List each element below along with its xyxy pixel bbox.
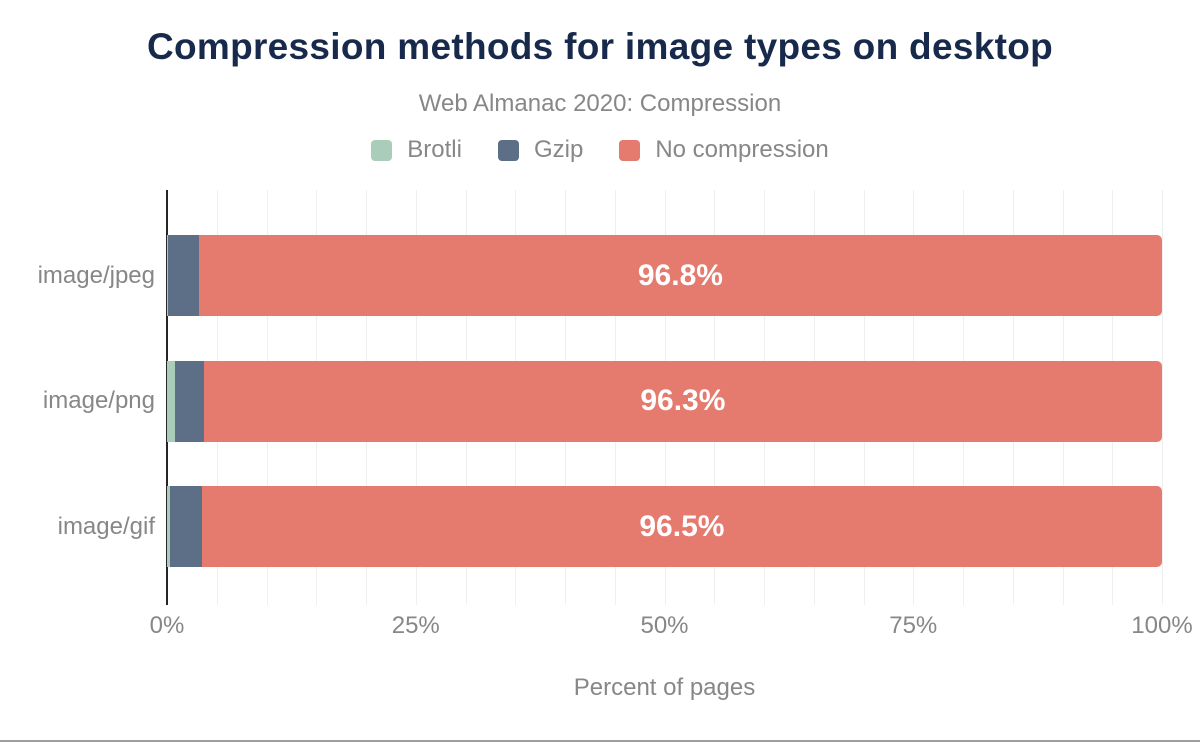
bar-segment-no-compression[interactable]: 96.5%: [201, 486, 1162, 567]
bar-segment-no-compression[interactable]: 96.3%: [203, 360, 1162, 442]
chart-title: Compression methods for image types on d…: [146, 26, 1054, 67]
bar-segment-brotli[interactable]: [167, 360, 175, 442]
x-tick-label: 25%: [391, 612, 440, 639]
bar-segment-brotli[interactable]: [167, 235, 168, 316]
category-label-image-png: image/png: [42, 387, 155, 414]
bar-segment-gzip[interactable]: [169, 486, 202, 567]
bar-value-label: 96.8%: [637, 258, 723, 292]
stacked-bar-image-gif: 96.5%: [167, 486, 1162, 567]
bar-value-label: 96.3%: [640, 384, 726, 417]
plot-area: 96.8% 96.3% 96.5%: [166, 190, 1163, 605]
legend-label: Gzip: [533, 136, 584, 163]
bar-segment-brotli[interactable]: [167, 486, 170, 567]
legend-swatch-icon: [497, 139, 519, 161]
stacked-bar-image-png: 96.3%: [167, 360, 1162, 442]
category-label-image-gif: image/gif: [57, 512, 155, 540]
x-tick-label: 0%: [149, 612, 185, 639]
legend-label: Brotli: [407, 136, 462, 163]
bar-value-label: 96.5%: [639, 509, 725, 543]
x-axis-title: Percent of pages: [573, 674, 756, 701]
legend-label: No compression: [655, 136, 829, 163]
bar-segment-gzip[interactable]: [174, 360, 204, 442]
x-tick-label: 50%: [640, 612, 689, 639]
gridline: [1162, 190, 1163, 605]
legend-swatch-icon: [371, 139, 393, 161]
bottom-divider: [0, 740, 1200, 742]
x-axis-ticks: 0% 25% 50% 75% 100%: [150, 612, 1193, 644]
x-tick-label: 75%: [889, 612, 938, 639]
category-label-image-jpeg: image/jpeg: [37, 261, 155, 289]
legend-item-gzip: Gzip: [497, 136, 584, 164]
bar-segment-no-compression[interactable]: 96.8%: [198, 235, 1162, 316]
legend-item-brotli: Brotli: [371, 136, 462, 164]
bar-segment-gzip[interactable]: [167, 235, 199, 316]
stacked-bar-image-jpeg: 96.8%: [167, 235, 1162, 316]
chart-subtitle: Web Almanac 2020: Compression: [418, 90, 782, 117]
legend-item-no-compression: No compression: [619, 136, 829, 164]
x-tick-label: 100%: [1131, 612, 1193, 639]
legend: Brotli Gzip No compression: [0, 136, 1200, 164]
legend-swatch-icon: [619, 139, 641, 161]
